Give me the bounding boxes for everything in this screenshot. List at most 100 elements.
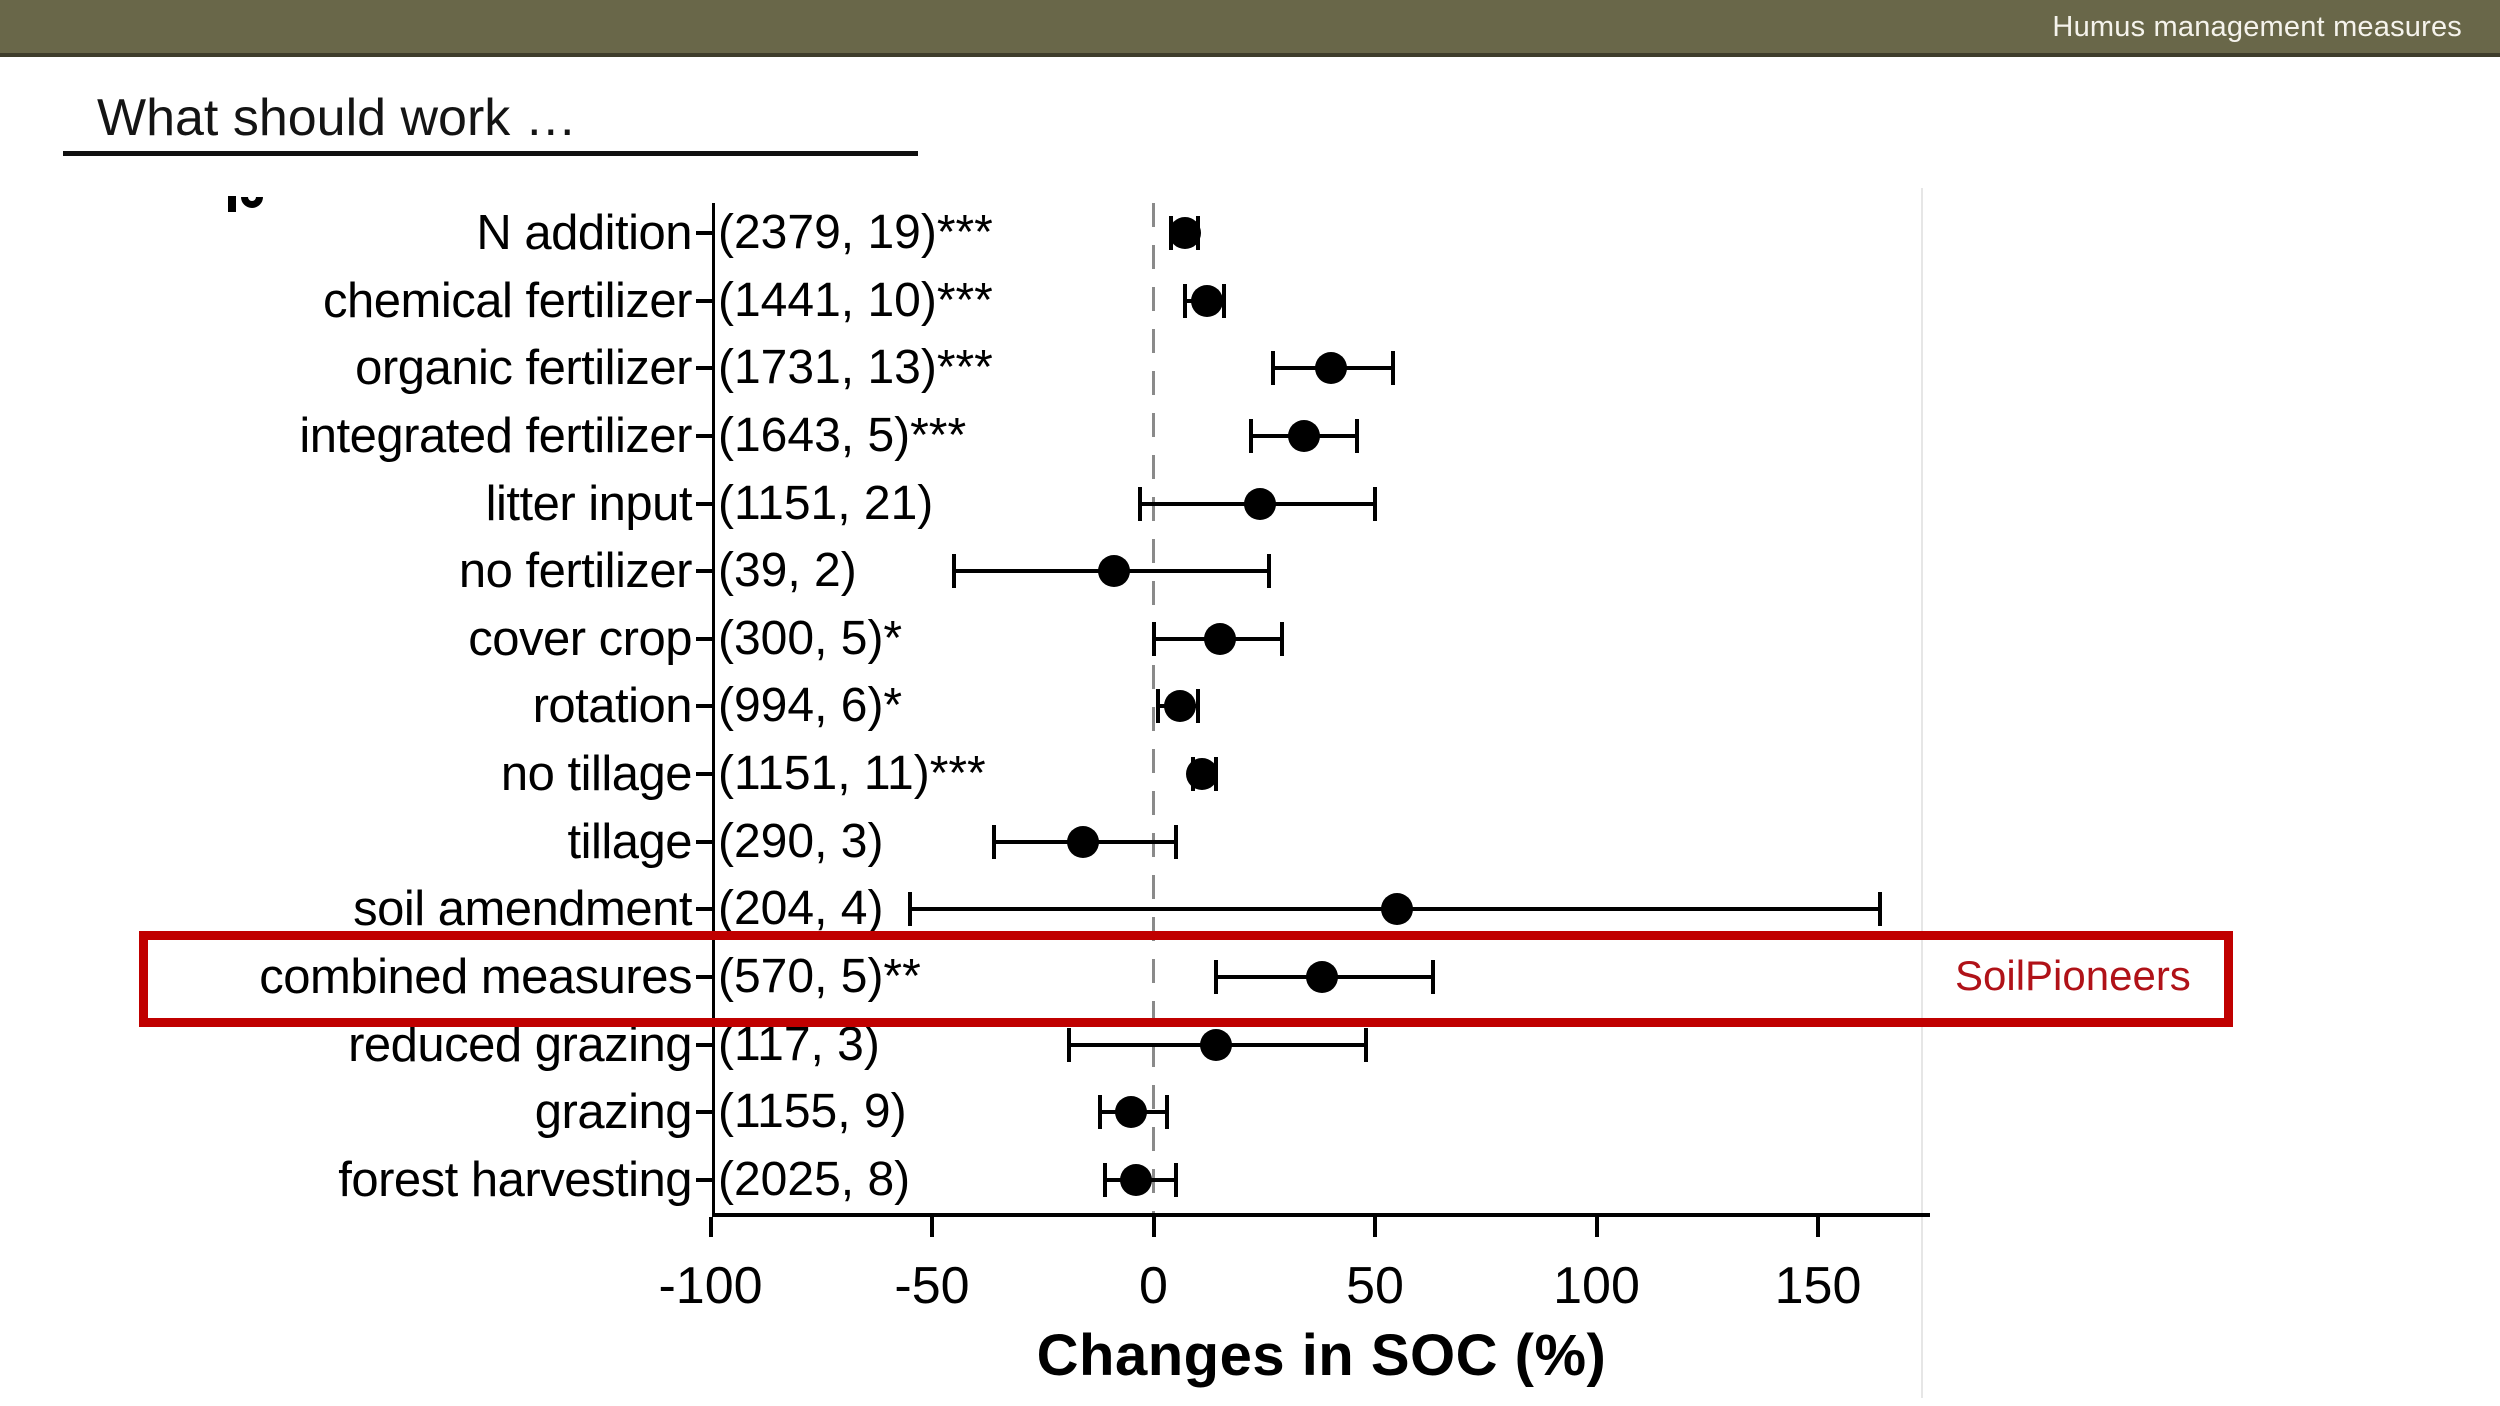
- error-bar-cap-left: [1138, 486, 1143, 521]
- x-axis-tick: [1151, 1217, 1156, 1237]
- error-bar-cap-right: [1195, 689, 1200, 724]
- category-axis-tick: [696, 433, 713, 438]
- category-label: combined measures: [259, 950, 692, 1005]
- annotation-label: SoilPioneers: [1955, 952, 2191, 999]
- sample-size-label: (39, 2): [718, 544, 857, 598]
- x-axis-tick: [1594, 1217, 1599, 1237]
- error-bar-cap-left: [1213, 960, 1218, 995]
- sample-size-label: (2379, 19)***: [718, 206, 993, 259]
- x-axis-tick: [930, 1217, 934, 1237]
- error-bar-cap-right: [1355, 418, 1360, 453]
- cropped-glyph-icon: [228, 196, 263, 212]
- error-bar-cap-right: [1279, 621, 1284, 656]
- error-bar-cap-right: [1222, 283, 1227, 318]
- point-estimate: [1164, 690, 1197, 723]
- y-axis-line: [711, 203, 715, 1215]
- highlight-box: [139, 931, 2233, 1027]
- point-estimate: [1066, 825, 1099, 858]
- x-axis-title: Changes in SOC (%): [1036, 1323, 1607, 1388]
- category-axis-tick: [696, 772, 713, 777]
- point-estimate: [1305, 961, 1338, 994]
- sample-size-label: (1643, 5)***: [718, 408, 967, 462]
- category-label: no tillage: [500, 747, 693, 802]
- error-bar-cap-right: [1373, 486, 1377, 521]
- error-bar-cap-right: [1878, 892, 1883, 927]
- sample-size-label: (994, 6)*: [718, 679, 903, 733]
- point-estimate: [1097, 555, 1130, 588]
- sample-size-label: (1155, 9): [718, 1085, 907, 1139]
- error-bar-cap-left: [1067, 1027, 1072, 1062]
- category-label: tillage: [567, 814, 692, 869]
- sample-size-label: (1151, 21): [718, 476, 934, 530]
- sample-size-label: (2025, 8): [718, 1152, 911, 1206]
- error-bar-cap-right: [1164, 1095, 1169, 1130]
- error-bar-cap-right: [1266, 554, 1271, 589]
- category-label: integrated fertilizer: [299, 408, 692, 463]
- error-bar-cap-left: [1248, 418, 1253, 453]
- sample-size-label: (300, 5)*: [718, 611, 903, 665]
- error-bar-cap-left: [1102, 1162, 1107, 1197]
- category-label: litter input: [485, 476, 693, 531]
- x-axis-tick: [708, 1217, 713, 1237]
- x-axis-tick-label: -50: [894, 1257, 970, 1315]
- point-estimate: [1115, 1096, 1148, 1129]
- x-axis-tick-label: 100: [1553, 1257, 1640, 1315]
- x-axis-tick: [1816, 1217, 1820, 1237]
- point-estimate: [1199, 1028, 1232, 1061]
- x-axis-tick-label: 50: [1346, 1257, 1404, 1315]
- category-label: no fertilizer: [458, 544, 693, 599]
- error-bar-cap-left: [992, 824, 997, 859]
- category-label: cover crop: [468, 611, 692, 666]
- error-bar-cap-left: [1271, 351, 1276, 386]
- error-bar-cap-left: [952, 554, 957, 589]
- error-bar-cap-right: [1430, 960, 1435, 995]
- point-estimate: [1119, 1163, 1152, 1196]
- category-label: organic fertilizer: [355, 341, 692, 396]
- header-bar: Humus management measures: [0, 0, 2500, 57]
- point-estimate: [1190, 284, 1223, 317]
- point-estimate: [1314, 352, 1347, 385]
- category-axis-tick: [696, 231, 713, 235]
- sample-size-label: (204, 4): [718, 882, 884, 936]
- error-bar-cap-right: [1173, 1162, 1178, 1197]
- x-axis-tick: [1373, 1217, 1377, 1237]
- sample-size-label: (290, 3): [718, 814, 884, 868]
- error-bar-cap-left: [907, 892, 912, 927]
- category-axis-tick: [696, 1042, 713, 1047]
- header-title: Humus management measures: [2052, 11, 2462, 43]
- error-bar-cap-right: [1364, 1027, 1369, 1062]
- category-axis-tick: [696, 1110, 713, 1115]
- point-estimate: [1168, 217, 1201, 249]
- x-axis-tick-label: 150: [1774, 1257, 1862, 1315]
- x-axis-line: [711, 1213, 1930, 1217]
- category-axis-tick: [696, 704, 713, 709]
- figure-right-edge: [1921, 188, 1923, 1398]
- point-estimate: [1381, 893, 1414, 926]
- category-axis-tick: [696, 298, 713, 303]
- category-axis-tick: [696, 636, 713, 641]
- x-axis-tick-label: 0: [1139, 1257, 1168, 1315]
- category-axis-tick: [696, 839, 713, 844]
- category-axis-tick: [696, 975, 713, 980]
- error-bar-cap-left: [1182, 283, 1187, 318]
- point-estimate: [1243, 487, 1276, 520]
- error-bar-cap-left: [1098, 1095, 1103, 1130]
- category-label: rotation: [532, 679, 693, 734]
- category-axis-tick: [696, 366, 713, 371]
- error-bar-cap-left: [1151, 621, 1156, 656]
- zero-reference-line: [1152, 203, 1155, 1215]
- point-estimate: [1203, 622, 1236, 655]
- category-axis-tick: [696, 1177, 713, 1182]
- error-bar-cap-right: [1173, 824, 1178, 859]
- point-estimate: [1288, 419, 1321, 452]
- category-label: soil amendment: [353, 882, 692, 937]
- category-axis-tick: [696, 501, 713, 506]
- sample-size-label: (1731, 13)***: [718, 341, 993, 395]
- error-bar-cap-right: [1390, 351, 1395, 386]
- category-label: grazing: [534, 1085, 693, 1140]
- title-underline: [63, 151, 918, 156]
- sample-size-label: (570, 5)**: [718, 950, 921, 1004]
- point-estimate: [1186, 758, 1219, 791]
